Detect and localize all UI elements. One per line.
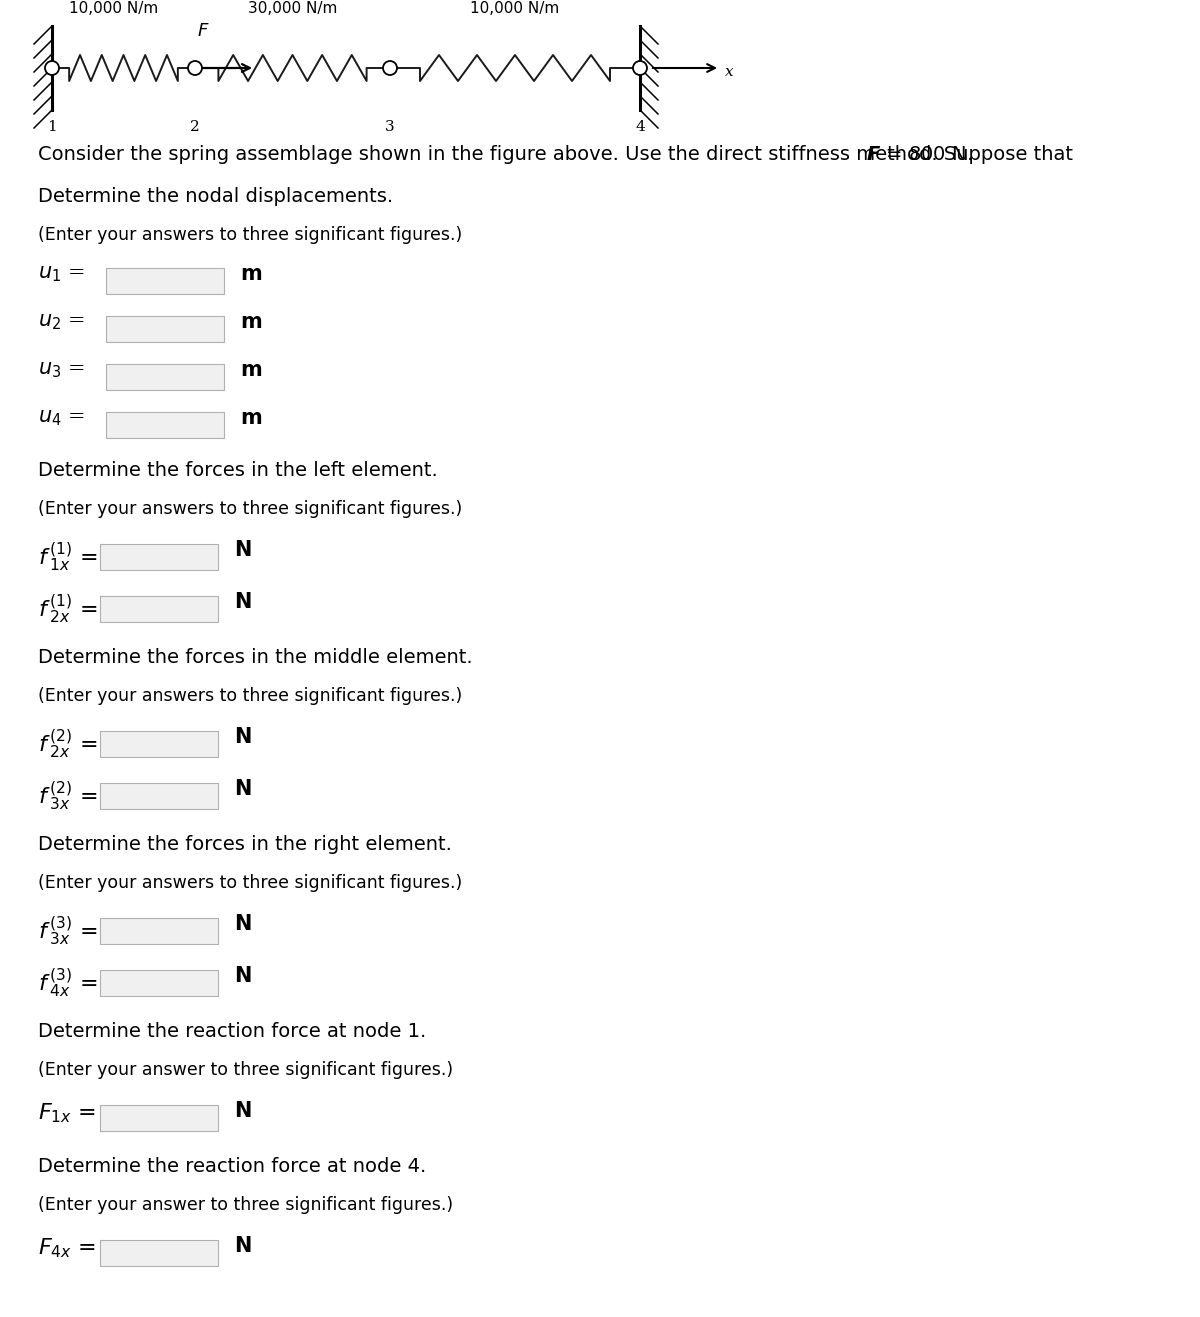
Text: 10,000 N/m: 10,000 N/m [470, 1, 559, 16]
Text: $\mathbf{N}$: $\mathbf{N}$ [234, 540, 252, 560]
Text: $\mathbf{m}$: $\mathbf{m}$ [240, 312, 262, 332]
Text: 1: 1 [47, 120, 56, 134]
Text: (Enter your answer to three significant figures.): (Enter your answer to three significant … [38, 1196, 454, 1214]
Text: 10,000 N/m: 10,000 N/m [68, 1, 158, 16]
Text: $\boldsymbol{F}$ = 800 N.: $\boldsymbol{F}$ = 800 N. [866, 145, 972, 165]
Text: $u_1$ =: $u_1$ = [38, 263, 85, 283]
Text: Determine the reaction force at node 4.: Determine the reaction force at node 4. [38, 1158, 426, 1176]
Text: $F_{1x}$ =: $F_{1x}$ = [38, 1101, 96, 1125]
FancyBboxPatch shape [100, 597, 218, 622]
Text: $\mathbf{N}$: $\mathbf{N}$ [234, 593, 252, 612]
Text: (Enter your answers to three significant figures.): (Enter your answers to three significant… [38, 500, 462, 518]
Text: Determine the forces in the right element.: Determine the forces in the right elemen… [38, 835, 452, 853]
Text: $u_2$ =: $u_2$ = [38, 312, 85, 332]
Text: $F$: $F$ [197, 22, 210, 40]
Text: $\mathbf{m}$: $\mathbf{m}$ [240, 263, 262, 284]
Text: $\mathbf{m}$: $\mathbf{m}$ [240, 408, 262, 428]
Text: x: x [725, 65, 733, 79]
Text: Determine the reaction force at node 1.: Determine the reaction force at node 1. [38, 1022, 426, 1040]
Text: (Enter your answers to three significant figures.): (Enter your answers to three significant… [38, 687, 462, 705]
FancyBboxPatch shape [106, 412, 224, 439]
Text: $\mathbf{N}$: $\mathbf{N}$ [234, 1235, 252, 1256]
Text: $u_4$ =: $u_4$ = [38, 408, 85, 428]
Text: 4: 4 [635, 120, 644, 134]
Text: $f\,^{(1)}_{1x}$ =: $f\,^{(1)}_{1x}$ = [38, 540, 97, 573]
Text: $\mathbf{N}$: $\mathbf{N}$ [234, 965, 252, 986]
FancyBboxPatch shape [106, 316, 224, 342]
Text: (Enter your answers to three significant figures.): (Enter your answers to three significant… [38, 227, 462, 244]
FancyBboxPatch shape [100, 918, 218, 944]
Circle shape [634, 61, 647, 75]
Text: Determine the nodal displacements.: Determine the nodal displacements. [38, 187, 394, 205]
Text: (Enter your answers to three significant figures.): (Enter your answers to three significant… [38, 874, 462, 892]
Text: $f\,^{(2)}_{3x}$ =: $f\,^{(2)}_{3x}$ = [38, 778, 97, 811]
Text: $f\,^{(3)}_{3x}$ =: $f\,^{(3)}_{3x}$ = [38, 914, 97, 947]
Text: 2: 2 [190, 120, 200, 134]
Text: Determine the forces in the left element.: Determine the forces in the left element… [38, 461, 438, 479]
Text: Consider the spring assemblage shown in the figure above. Use the direct stiffne: Consider the spring assemblage shown in … [38, 145, 1079, 165]
FancyBboxPatch shape [100, 1105, 218, 1131]
FancyBboxPatch shape [106, 267, 224, 294]
Text: Determine the forces in the middle element.: Determine the forces in the middle eleme… [38, 648, 473, 666]
Text: $f\,^{(2)}_{2x}$ =: $f\,^{(2)}_{2x}$ = [38, 727, 97, 760]
Text: $f\,^{(3)}_{4x}$ =: $f\,^{(3)}_{4x}$ = [38, 965, 97, 998]
Text: $\mathbf{N}$: $\mathbf{N}$ [234, 727, 252, 747]
FancyBboxPatch shape [100, 1241, 218, 1266]
Circle shape [383, 61, 397, 75]
FancyBboxPatch shape [100, 544, 218, 570]
Circle shape [46, 61, 59, 75]
Text: 3: 3 [385, 120, 395, 134]
Circle shape [188, 61, 202, 75]
Text: $\mathbf{N}$: $\mathbf{N}$ [234, 1101, 252, 1121]
FancyBboxPatch shape [100, 784, 218, 809]
Text: $F_{4x}$ =: $F_{4x}$ = [38, 1235, 96, 1259]
Text: 30,000 N/m: 30,000 N/m [248, 1, 337, 16]
Text: $\mathbf{m}$: $\mathbf{m}$ [240, 360, 262, 381]
FancyBboxPatch shape [106, 363, 224, 390]
Text: $f\,^{(1)}_{2x}$ =: $f\,^{(1)}_{2x}$ = [38, 593, 97, 624]
Text: $u_3$ =: $u_3$ = [38, 360, 85, 379]
Text: (Enter your answer to three significant figures.): (Enter your answer to three significant … [38, 1062, 454, 1079]
FancyBboxPatch shape [100, 731, 218, 757]
Text: $\mathbf{N}$: $\mathbf{N}$ [234, 778, 252, 799]
Text: $\mathbf{N}$: $\mathbf{N}$ [234, 914, 252, 934]
FancyBboxPatch shape [100, 971, 218, 996]
